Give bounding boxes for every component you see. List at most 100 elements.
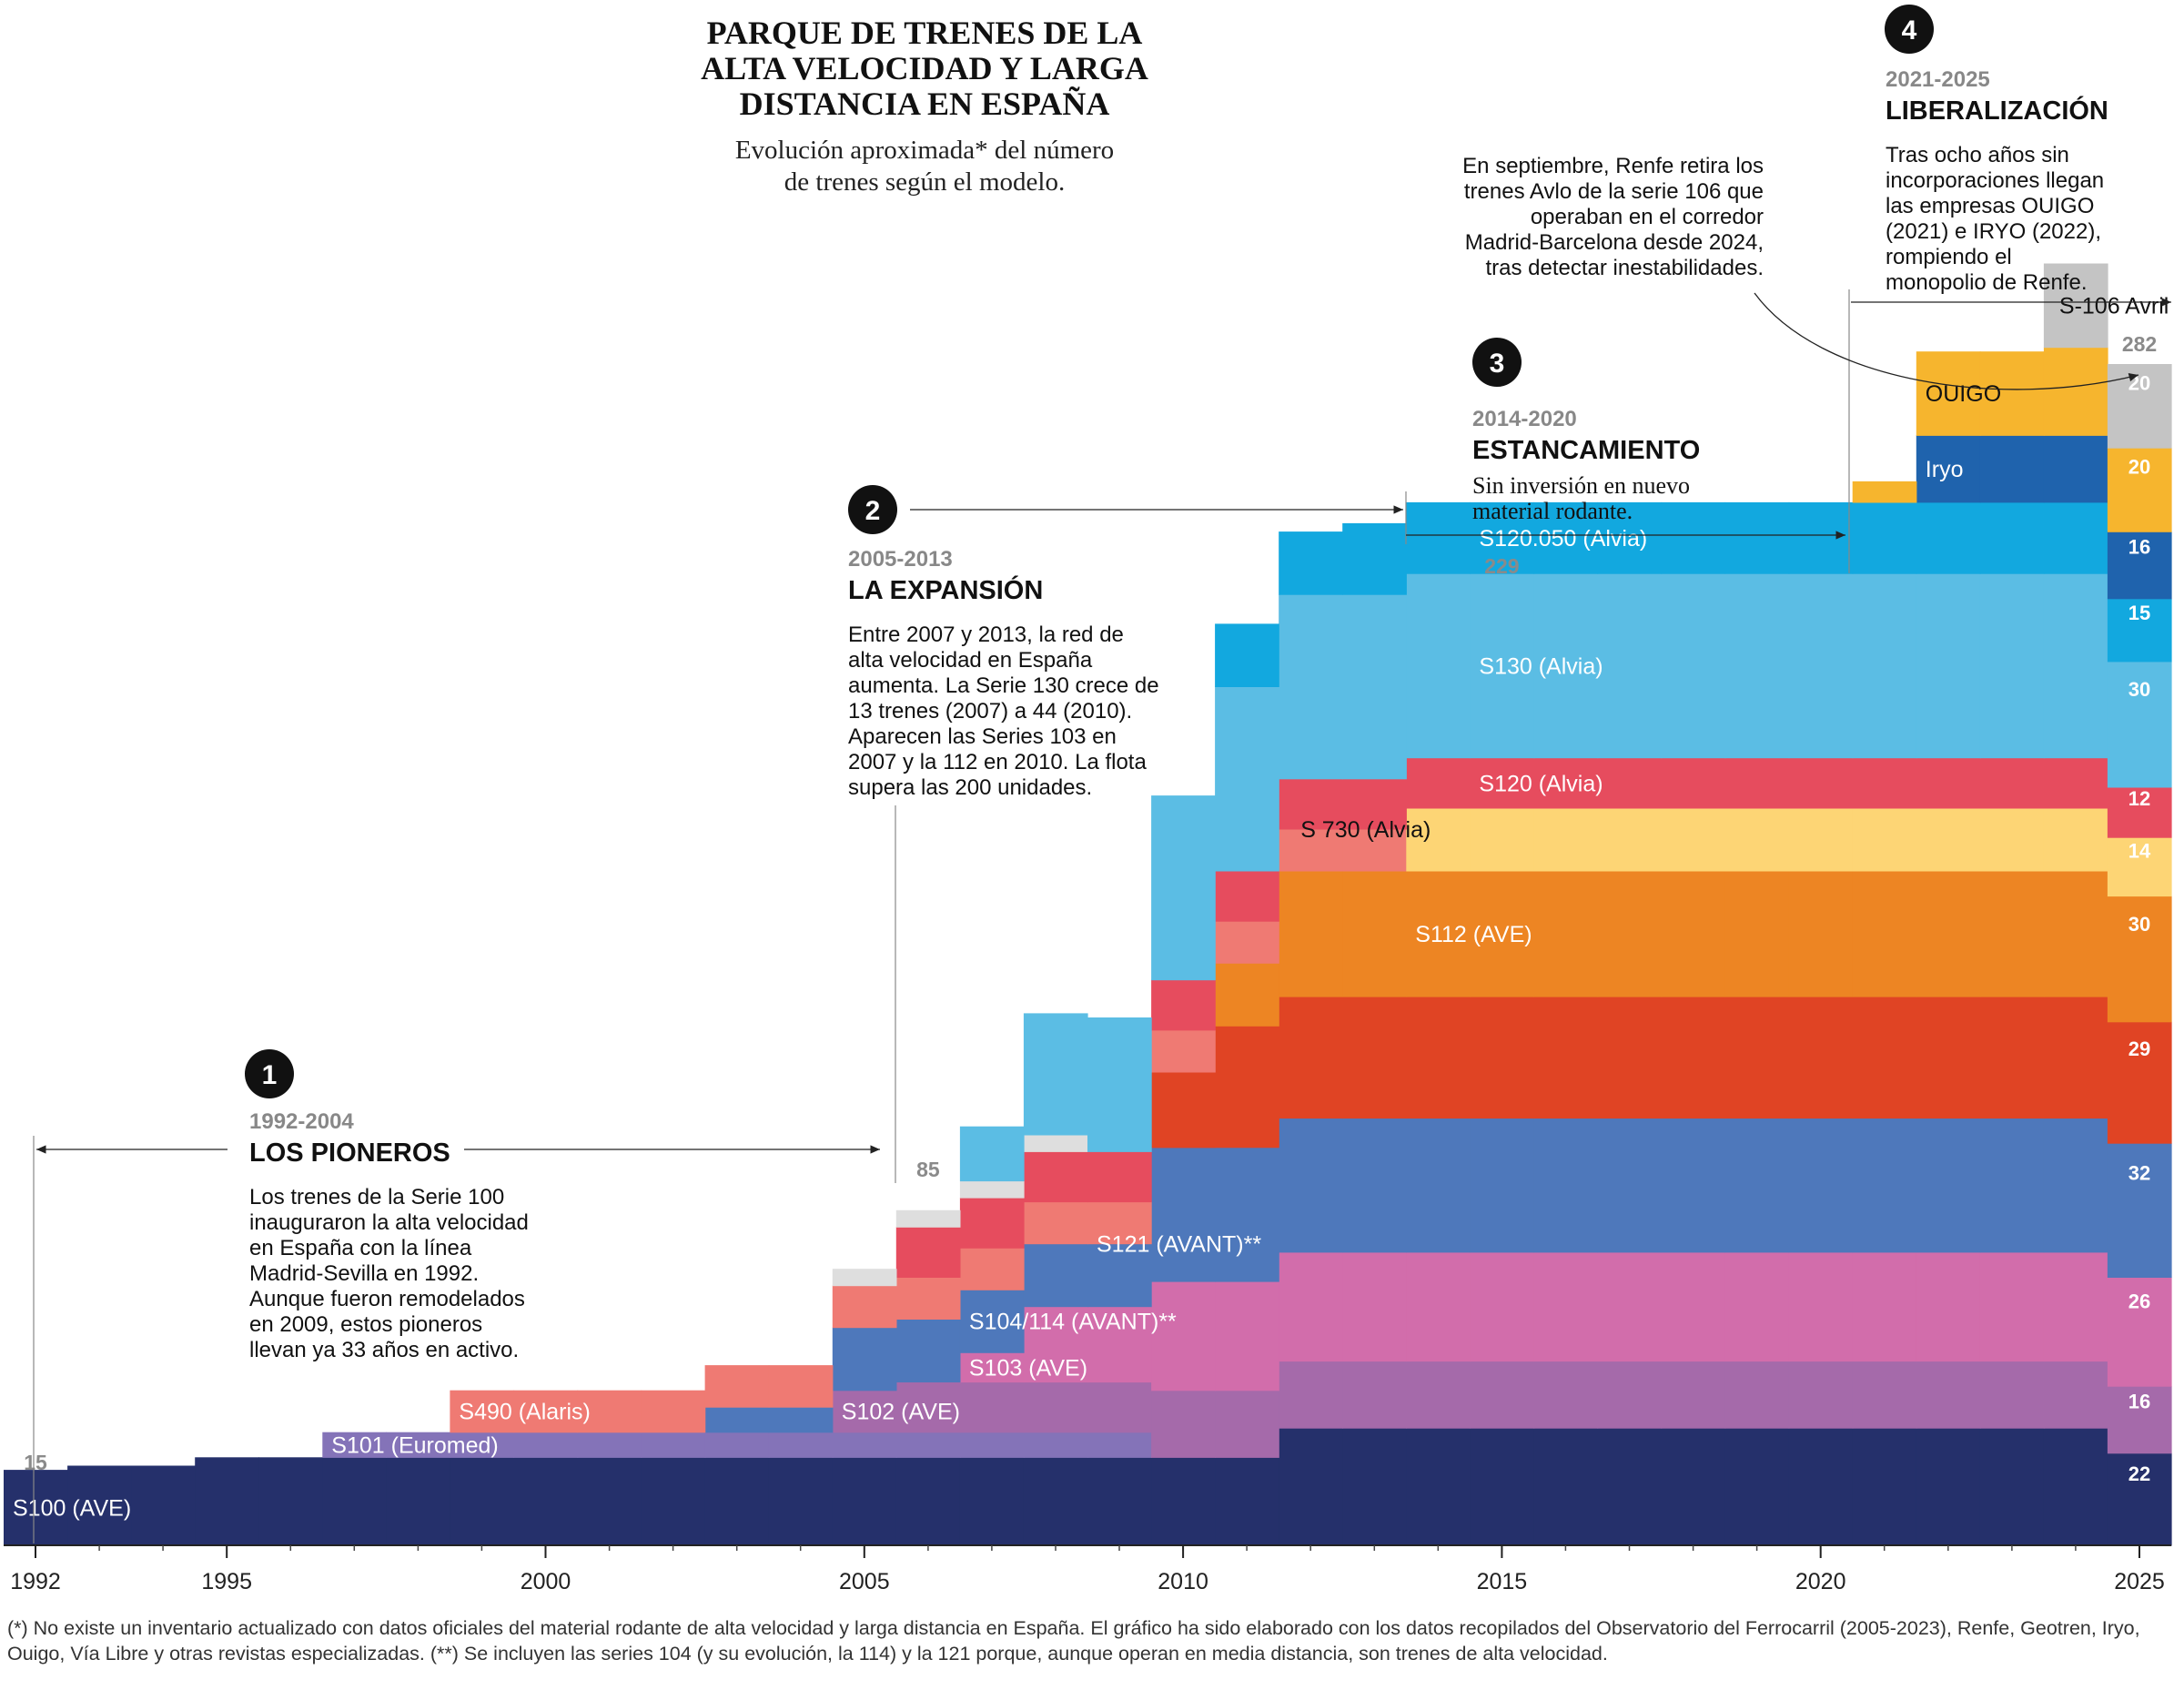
area-segment (2043, 347, 2108, 436)
annotation-badge-3: 3 (1472, 338, 1522, 387)
area-segment (1279, 828, 1343, 872)
area-segment (2107, 896, 2172, 1023)
area-segment (1788, 1361, 1854, 1429)
area-segment (1661, 1118, 1726, 1253)
note-line: trenes Avlo de la serie 106 que (1464, 179, 1764, 204)
series-label-ouigo: OUIGO (1926, 381, 2001, 407)
area-segment (641, 1432, 706, 1458)
end-label-iryo: 16 (2128, 535, 2150, 558)
area-segment (2043, 435, 2108, 503)
area-segment (1597, 1361, 1663, 1429)
area-segment (1852, 501, 1917, 574)
series-label-s-730-alvia: S 730 (Alvia) (1300, 817, 1431, 843)
area-segment (1788, 501, 1854, 574)
area-segment (2107, 1386, 2172, 1454)
area-segment (2107, 448, 2172, 532)
area-segment (1342, 828, 1407, 872)
area-segment (577, 1457, 642, 1546)
annotation-liberalizaci-n: 2021-2025 LIBERALIZACIÓN Tras ocho años si… (1886, 67, 2108, 295)
subtitle-line: de trenes según el modelo. (784, 167, 1065, 197)
area-segment (704, 1457, 770, 1546)
area-segment (1661, 573, 1726, 759)
area-segment (1279, 870, 1343, 997)
area-segment (1724, 1428, 1790, 1546)
area-segment (1852, 1428, 1917, 1546)
area-segment (1661, 501, 1726, 574)
area-segment (1852, 573, 1917, 759)
series-s130-alvia (959, 573, 2172, 1182)
area-segment (1916, 757, 1981, 809)
area-segment (1788, 807, 1854, 872)
area-segment (832, 1457, 897, 1546)
annotation-body-line: llevan ya 33 años en activo. (249, 1338, 519, 1362)
area-segment (1533, 1251, 1599, 1362)
annotation-badge-4: 4 (1885, 5, 1934, 54)
area-segment (1279, 997, 1343, 1119)
total-label: 282 (2122, 332, 2157, 356)
area-segment (1215, 1457, 1279, 1546)
end-label-s103-ave: 26 (2128, 1290, 2150, 1313)
area-segment (1533, 807, 1599, 872)
area-segment (1597, 1251, 1663, 1362)
area-segment (1342, 1251, 1407, 1362)
area-segment (1151, 979, 1216, 1031)
area-segment (1916, 435, 1981, 503)
annotation-body-line: Los trenes de la Serie 100 (249, 1185, 504, 1209)
area-segment (1533, 1428, 1599, 1546)
area-segment (1215, 1026, 1279, 1149)
area-segment (1979, 997, 2045, 1119)
area-segment (1597, 501, 1663, 574)
area-segment (959, 1432, 1025, 1458)
series-ouigo (1852, 347, 2172, 532)
annotation-body-line: incorporaciones llegan (1886, 168, 2104, 193)
title-line: ALTA VELOCIDAD Y LARGA (701, 50, 1148, 86)
area-segment (513, 1457, 579, 1546)
area-segment (2107, 531, 2172, 600)
area-segment (1342, 522, 1407, 595)
note-line: Madrid-Barcelona desde 2024, (1465, 230, 1764, 255)
area-segment (1597, 1118, 1663, 1253)
total-label: 85 (916, 1158, 940, 1181)
area-segment (1916, 1251, 1981, 1362)
area-segment (1533, 870, 1599, 997)
area-segment (704, 1407, 770, 1433)
area-segment (895, 1209, 961, 1228)
area-segment (895, 1457, 961, 1546)
area-segment (1279, 1428, 1343, 1546)
annotation-body-line: 2007 y la 112 en 2010. La flota (848, 750, 1147, 774)
area-segment (2043, 501, 2108, 574)
area-segment (1597, 1428, 1663, 1546)
area-segment (1597, 807, 1663, 872)
area-segment (1406, 757, 1471, 809)
area-segment (1406, 807, 1471, 872)
x-tick-label: 2010 (1158, 1569, 1208, 1594)
area-segment (2043, 1361, 2108, 1429)
annotation-body-line: (2021) e IRYO (2022), (1886, 219, 2101, 244)
annotation-badge-1: 1 (245, 1049, 294, 1098)
area-segment (1661, 1251, 1726, 1362)
area-segment (832, 1390, 897, 1433)
series-s101-euromed (322, 1432, 1152, 1458)
area-segment (1788, 997, 1854, 1119)
area-segment (1724, 501, 1790, 574)
series-label-s120-050-alvia: S120.050 (Alvia) (1479, 526, 1647, 552)
series-label-s112-ave: S112 (AVE) (1415, 922, 1532, 947)
area-segment (1661, 807, 1726, 872)
end-label-ouigo: 20 (2128, 455, 2150, 478)
area-segment (1087, 1306, 1152, 1383)
annotation-body-line: supera las 200 unidades. (848, 775, 1092, 800)
annotation-period: 2005-2013 (848, 547, 953, 572)
area-segment (1087, 1432, 1152, 1458)
x-tick-label: 2025 (2114, 1569, 2165, 1594)
area-segment (1342, 997, 1407, 1119)
area-segment (1279, 1361, 1343, 1429)
area-segment (2107, 837, 2172, 897)
annotation-body-line: en España con la línea (249, 1236, 472, 1260)
annotation-heading: LOS PIONEROS (249, 1138, 450, 1168)
area-segment (1470, 807, 1535, 872)
area-segment (1023, 1432, 1088, 1458)
area-segment (895, 1227, 961, 1278)
area-segment (768, 1457, 834, 1546)
area-segment (1979, 573, 2045, 759)
